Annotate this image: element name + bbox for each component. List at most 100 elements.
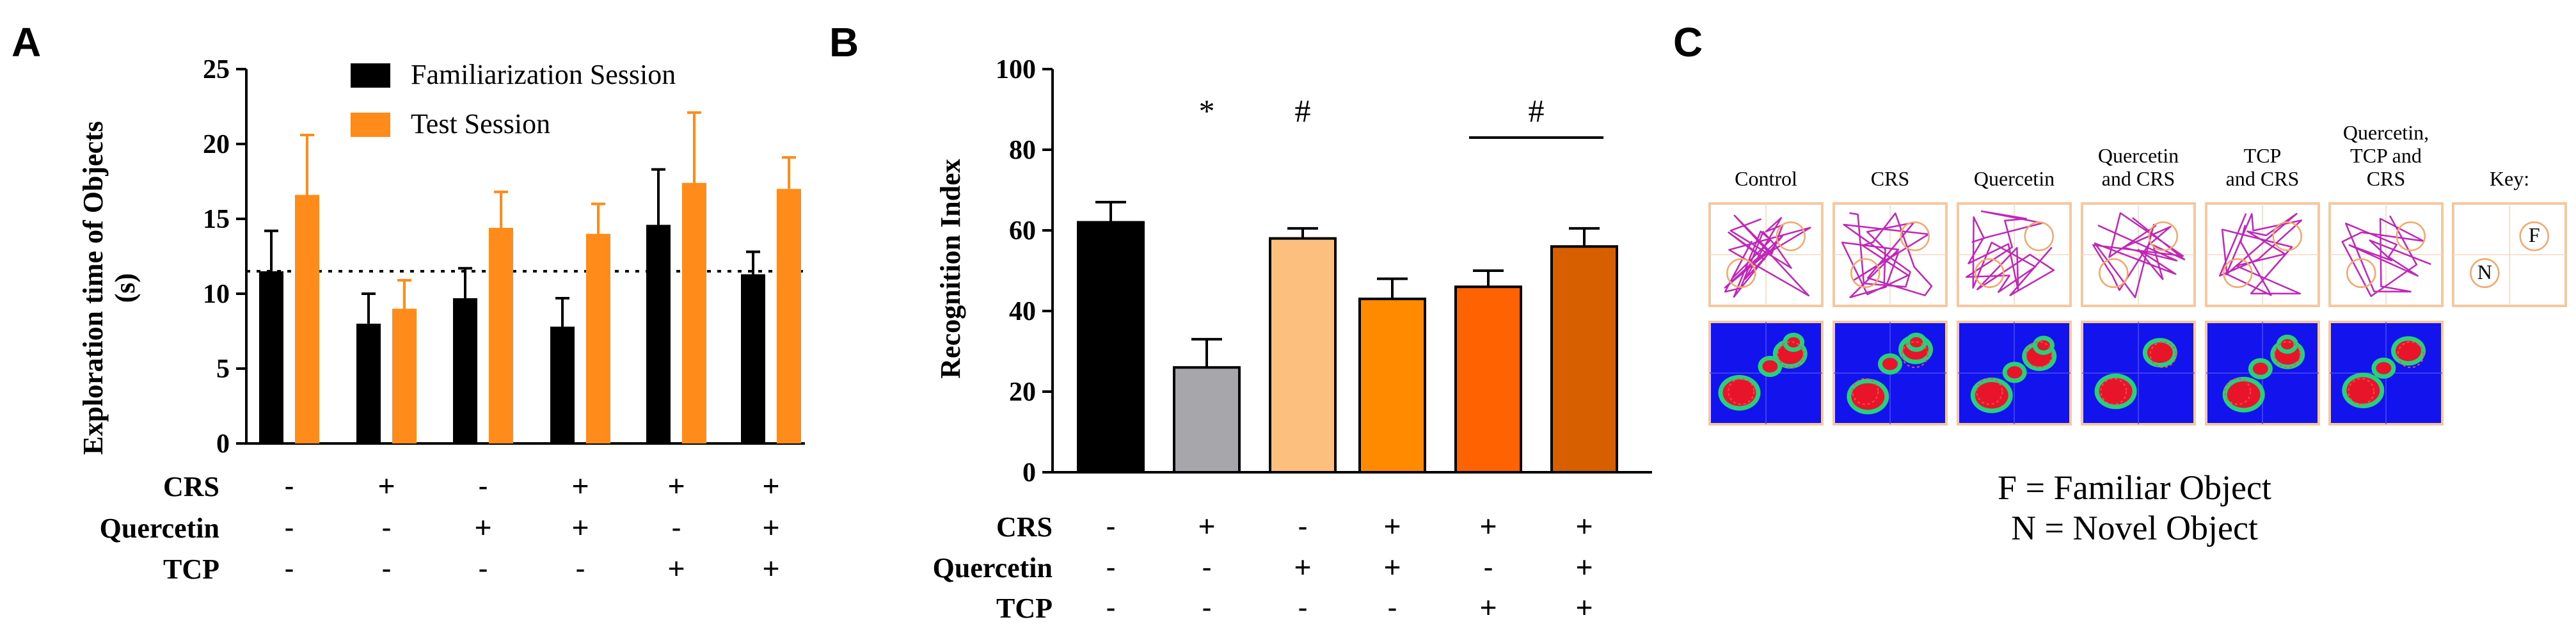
panel-c-heat-spot: [2280, 339, 2294, 349]
panel-c-heat-spot: [2395, 340, 2421, 362]
panel-b-letter: B: [829, 19, 859, 65]
panel-a-treatment-sign: -: [381, 511, 391, 544]
panel-c-object-familiar: [2396, 221, 2426, 251]
panel-c-heat-object: [1976, 378, 2003, 405]
panel-b-bar: [1454, 285, 1522, 474]
panel-c-group-label: Quercetin,: [2343, 121, 2429, 144]
panel-c-key-f: F: [2529, 223, 2540, 246]
panel-a-bar-test: [586, 234, 610, 443]
panel-c-track-plot: [1833, 202, 1948, 307]
panel-b-y-tick-label: 100: [996, 55, 1036, 84]
panel-c-object-familiar: [2024, 221, 2054, 251]
panel-c-group-label: CRS: [2367, 167, 2405, 190]
panel-c-object-novel: [2099, 258, 2129, 289]
panel-c-object-novel: [2223, 258, 2253, 289]
panel-a-letter: A: [12, 19, 41, 65]
panel-c-heat-spot: [1909, 337, 1923, 347]
panel-c-track-path: [2218, 212, 2303, 296]
panel-b-bar: [1077, 221, 1145, 474]
legend-swatch-familiarization: [351, 63, 390, 88]
panel-b-treatment-sign: -: [1106, 591, 1115, 624]
panel-b-bar: [1173, 366, 1241, 474]
panel-a-treatment-sign: -: [381, 552, 391, 585]
panel-a-bar-familiarization: [550, 326, 575, 443]
panel-a-treatment-label: CRS: [163, 471, 219, 502]
panel-c-track-plot: [1708, 202, 1824, 307]
panel-c-heat-object: [2100, 378, 2127, 405]
panel-b-treatment-sign: +: [1576, 591, 1593, 624]
panel-c-object-familiar: [1776, 221, 1806, 251]
panel-c-heat-spot: [1762, 360, 1778, 373]
panel-c-key-title: Key:: [2490, 167, 2529, 190]
panel-a-treatment-sign: -: [284, 552, 294, 585]
panel-a-y-tick-label: 0: [216, 429, 230, 459]
panel-b-treatment-label: TCP: [996, 593, 1053, 624]
panel-c-heat-spot: [2007, 366, 2023, 379]
panel-b-treatment-sign: -: [1202, 591, 1211, 624]
panel-b-y-tick-label: 80: [1009, 136, 1036, 165]
panel-b-treatment-sign: +: [1198, 509, 1216, 543]
panel-a-bar-familiarization: [356, 323, 381, 443]
panel-a-bar-familiarization: [453, 298, 477, 443]
panel-c-key-novel: [2470, 258, 2500, 289]
panel-b-treatment-sign: -: [1387, 591, 1397, 624]
panel-c-key: FN: [2452, 202, 2567, 307]
panel-c-group-label: CRS: [1871, 167, 1909, 190]
panel-a-ylabel: Exploration time of Objects: [77, 121, 109, 455]
panel-c-heat-object: [2273, 341, 2301, 369]
panel-b-treatment-sign: +: [1480, 591, 1497, 624]
panel-c-object-novel: [1975, 258, 2005, 289]
panel-c-object-novel: [1850, 258, 1880, 289]
panel-a-y-tick-label: 20: [203, 130, 230, 159]
panel-c-group-label: Control: [1735, 167, 1797, 190]
panel-c-track-path: [2092, 212, 2186, 298]
panel-b-y-tick-label: 0: [1022, 458, 1036, 488]
panel-c-heat-spot: [2227, 381, 2261, 408]
panel-c-legend-familiar: F = Familiar Object: [1998, 468, 2271, 507]
panel-b-treatment-label: Quercetin: [933, 552, 1053, 584]
panel-b-y-tick-label: 40: [1009, 297, 1036, 326]
panel-c-object-familiar: [1900, 221, 1930, 251]
panel-a-treatment-sign: +: [763, 511, 780, 544]
panel-b-treatment-sign: -: [1298, 509, 1307, 543]
panel-c-heat-object: [2025, 341, 2053, 369]
panel-c-object-novel: [1726, 258, 1756, 289]
panel-c-heat-object: [1901, 341, 1928, 369]
panel-a-bar-test: [682, 182, 706, 443]
panel-c-heatmap: [1833, 321, 1948, 426]
panel-c-heatmap: [2328, 321, 2444, 426]
panel-c-group-label: and CRS: [2102, 167, 2175, 190]
panel-c-object-familiar: [2272, 221, 2302, 251]
panel-b-bar: [1358, 298, 1426, 474]
panel-c-heat-spot: [2099, 378, 2133, 405]
legend-test: Test Session: [411, 108, 550, 140]
panel-a-treatment-sign: +: [475, 511, 492, 544]
panel-b-ylabel: Recognition Index: [935, 159, 966, 378]
panel-a-treatment-sign: -: [478, 469, 488, 502]
panel-a-bar-familiarization: [259, 271, 283, 443]
panel-c-heatmap: [2081, 321, 2196, 426]
panel-a-legend: Familiarization Session Test Session: [351, 59, 676, 140]
panel-c-track-path: [2341, 215, 2431, 298]
panel-b-treatment-sign: +: [1480, 509, 1497, 543]
panel-b-significance-mark: #: [1529, 93, 1545, 129]
panel-c-heatmap: [1957, 321, 2072, 426]
panel-c-track-plot: [2081, 202, 2196, 307]
panel-c-heat-spot: [1882, 358, 1898, 371]
panel-c-key-familiar: [2519, 221, 2549, 251]
panel-a-chart: Exploration time of Objects (s) Familiar…: [77, 55, 805, 585]
panel-a-treatment-sign: -: [478, 552, 488, 585]
panel-a-treatment-sign: +: [572, 469, 589, 502]
panel-b-bar: [1269, 237, 1337, 474]
panel-c-track-path: [1724, 214, 1811, 298]
panel-b-treatment-sign: -: [1106, 509, 1115, 543]
panel-a-y-tick-label: 15: [203, 205, 230, 234]
panel-c-track-plot: [2328, 202, 2444, 307]
panel-b-treatment-sign: +: [1576, 550, 1593, 584]
panel-c-heat-spot: [1722, 379, 1756, 406]
panel-c-heat-object: [1777, 341, 1804, 369]
panel-c-heat-object: [2149, 341, 2177, 369]
panel-c-heat-object: [2224, 378, 2252, 405]
panel-a-treatment-sign: +: [763, 552, 780, 585]
